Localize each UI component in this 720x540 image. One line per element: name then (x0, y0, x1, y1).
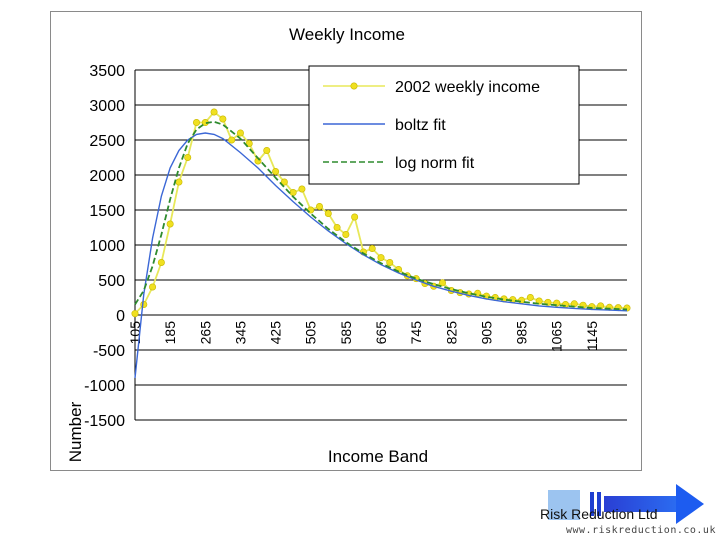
y-tick-label: 1500 (89, 203, 125, 220)
data-point (157, 259, 165, 267)
logo-bar-1 (590, 492, 594, 516)
x-tick-label: 985 (514, 321, 530, 345)
series-line-1 (134, 132, 628, 379)
company-name: Risk Reduction Ltd (540, 506, 658, 522)
logo-square (548, 490, 580, 520)
chart-title: Weekly Income (289, 25, 405, 44)
data-point (377, 254, 385, 262)
y-tick-label: -1000 (84, 378, 125, 395)
x-tick-label: 425 (268, 321, 284, 345)
x-tick-label: 1145 (584, 321, 600, 351)
data-point (368, 245, 376, 253)
company-url: www.riskreduction.co.uk (566, 525, 716, 536)
data-point (166, 220, 174, 228)
data-point (342, 231, 350, 239)
y-tick-label: 3000 (89, 98, 125, 115)
data-point (263, 147, 271, 155)
y-tick-label: 500 (98, 273, 125, 290)
x-tick-label: 1065 (549, 321, 565, 352)
data-point (272, 168, 280, 176)
next-arrow-head-icon[interactable] (676, 484, 704, 524)
data-point (386, 259, 394, 267)
data-point (236, 129, 244, 137)
x-tick-label: 905 (478, 321, 494, 345)
legend-label-1: boltz fit (395, 117, 446, 134)
data-point (351, 213, 359, 221)
y-tick-label: 3500 (89, 63, 125, 80)
logo-bar-2 (597, 492, 601, 516)
legend-label-0: 2002 weekly income (395, 79, 540, 96)
weekly-income-chart: Weekly Income 3500 3000 2500 2000 1500 1000 500… (66, 25, 631, 466)
data-point (333, 224, 341, 232)
y-tick-label: 2000 (89, 168, 125, 185)
series-line-2 (134, 120, 628, 311)
x-tick-label: 825 (443, 321, 459, 345)
data-point (219, 115, 227, 123)
data-point (140, 300, 148, 308)
x-tick-label: 265 (197, 321, 213, 345)
legend-label-2: log norm fit (395, 155, 475, 172)
y-tick-label: 0 (116, 308, 125, 325)
data-point (245, 140, 253, 148)
data-point (289, 189, 297, 197)
data-point (228, 136, 236, 144)
next-arrow-icon[interactable] (604, 496, 676, 512)
y-tick-label: 2500 (89, 133, 125, 150)
data-point (526, 293, 534, 301)
data-point (131, 310, 139, 318)
data-point (535, 297, 543, 305)
data-point (298, 185, 306, 193)
x-axis-label: Income Band (328, 447, 428, 466)
chart-panel: Weekly Income 3500 3000 2500 2000 1500 1000 500… (50, 11, 642, 471)
data-point (149, 283, 157, 291)
data-point (438, 279, 446, 287)
data-point (280, 178, 288, 186)
x-tick-label: 185 (162, 321, 178, 345)
data-point (324, 210, 332, 218)
x-tick-label: 345 (232, 321, 248, 345)
x-tick-label: 505 (303, 321, 319, 345)
data-point (184, 154, 192, 162)
data-point (210, 108, 218, 116)
legend-marker (350, 82, 358, 90)
data-point (315, 203, 323, 211)
y-tick-label: -1500 (84, 413, 125, 430)
x-tick-label: 585 (338, 321, 354, 345)
data-point (193, 119, 201, 127)
data-point (175, 178, 183, 186)
company-footer: Risk Reduction Ltd www.riskreduction.co.… (520, 482, 720, 540)
y-tick-label: 1000 (89, 238, 125, 255)
x-tick-label: 745 (408, 321, 424, 345)
x-tick-label: 665 (373, 321, 389, 345)
y-tick-label: -500 (93, 343, 125, 360)
y-axis-label: Number (66, 401, 85, 462)
